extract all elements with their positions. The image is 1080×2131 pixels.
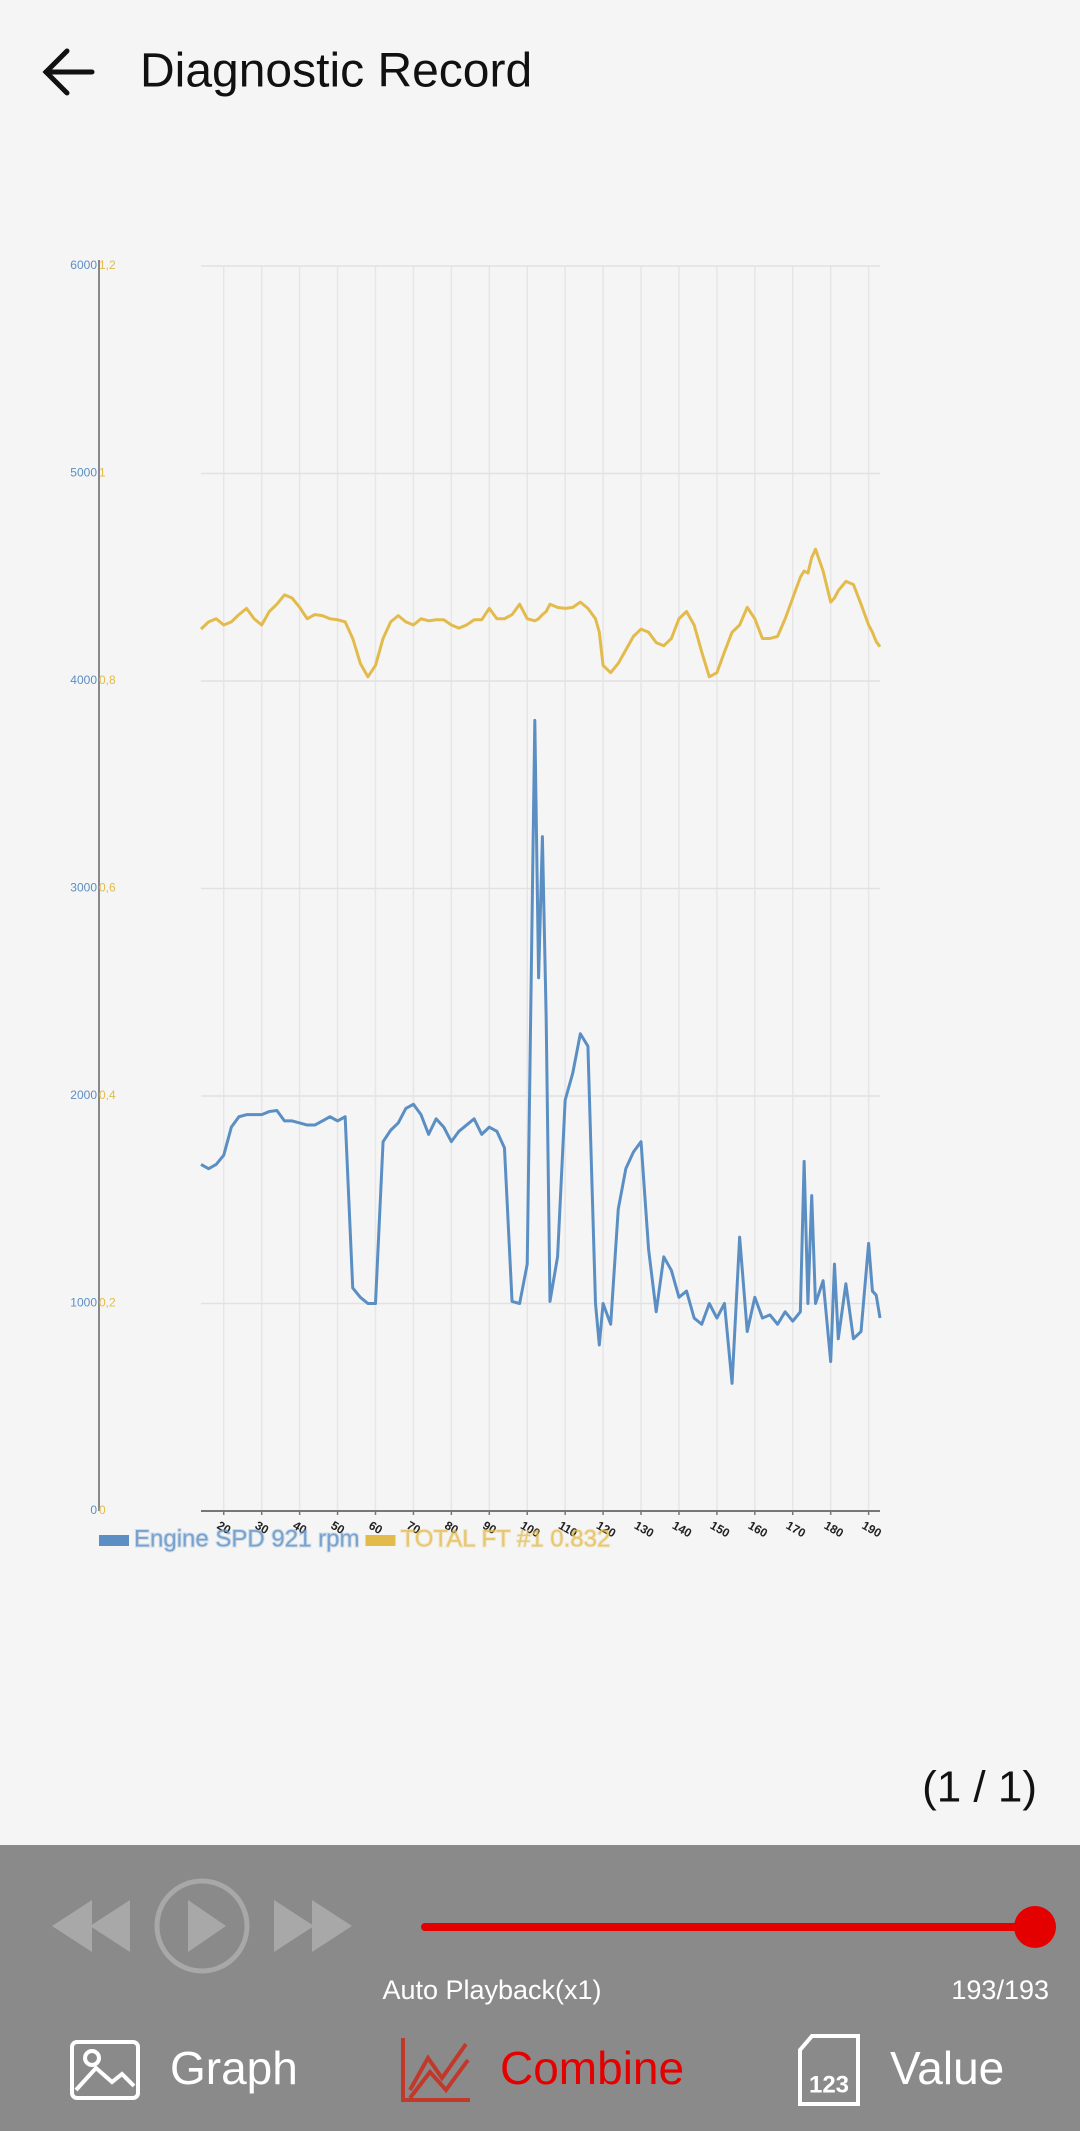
x-tick-label: 50: [328, 1518, 347, 1537]
page-indicator: (1 / 1): [922, 1763, 1037, 1812]
slider-thumb[interactable]: [1014, 1906, 1056, 1948]
y-tick-label: 2000: [70, 1088, 97, 1102]
y-tick-label: 1000: [70, 1296, 97, 1310]
tab-label[interactable]: Graph: [170, 2042, 298, 2094]
tab-label[interactable]: Value: [890, 2042, 1004, 2094]
back-button[interactable]: [42, 48, 95, 96]
y-tick-label: 6000: [70, 258, 97, 272]
x-tick-label: 20: [215, 1518, 234, 1537]
tab-label[interactable]: Combine: [500, 2042, 684, 2094]
y2-tick-label: 0,6: [99, 881, 116, 895]
y-tick-label: 0: [90, 1503, 97, 1517]
x-tick-label: 30: [253, 1518, 272, 1537]
y2-tick-label: 1,2: [99, 258, 116, 272]
x-tick-label: 70: [404, 1518, 423, 1537]
legend-swatch: [99, 1535, 129, 1546]
playback-mode[interactable]: Auto Playback(x1): [382, 1975, 601, 2005]
legend-label: Engine SPD 921 rpm: [134, 1525, 359, 1552]
data-line: [200, 718, 882, 1385]
icon-text: 123: [809, 2071, 849, 2098]
combine-tab[interactable]: Combine: [401, 2038, 684, 2102]
forward-button[interactable]: [274, 1900, 352, 1952]
y2-tick-label: 0: [99, 1503, 106, 1517]
x-tick-label: 40: [291, 1518, 310, 1537]
x-tick-label: 60: [366, 1518, 385, 1537]
x-tick-label: 90: [480, 1518, 499, 1537]
control-panel: [0, 1845, 1080, 2131]
y2-tick-label: 0,4: [99, 1088, 116, 1102]
x-tick-label: 80: [442, 1518, 461, 1537]
y2-tick-label: 1: [99, 466, 106, 480]
data-line: [199, 547, 882, 679]
y2-tick-label: 0,2: [99, 1296, 116, 1310]
rewind-button[interactable]: [52, 1900, 130, 1952]
legend-label: TOTAL FT #1 0.832: [400, 1525, 610, 1552]
value-tab[interactable]: 123 Value: [798, 2034, 1004, 2106]
graph-tab[interactable]: Graph: [70, 2040, 298, 2100]
chart: 0 1000 2000 3000 4000 5000 6000 0 0,2 0,4 0,6 0,8 1 1…: [70, 258, 884, 1553]
legend-swatch: [365, 1535, 396, 1546]
page-title: Diagnostic Record: [140, 45, 532, 98]
playback-position: 193/193: [951, 1975, 1049, 2005]
y-tick-label: 3000: [70, 881, 97, 895]
play-button[interactable]: [154, 1878, 250, 1974]
y2-tick-label: 0,8: [99, 673, 116, 687]
y-tick-label: 4000: [70, 673, 97, 687]
y-tick-label: 5000: [70, 466, 97, 480]
